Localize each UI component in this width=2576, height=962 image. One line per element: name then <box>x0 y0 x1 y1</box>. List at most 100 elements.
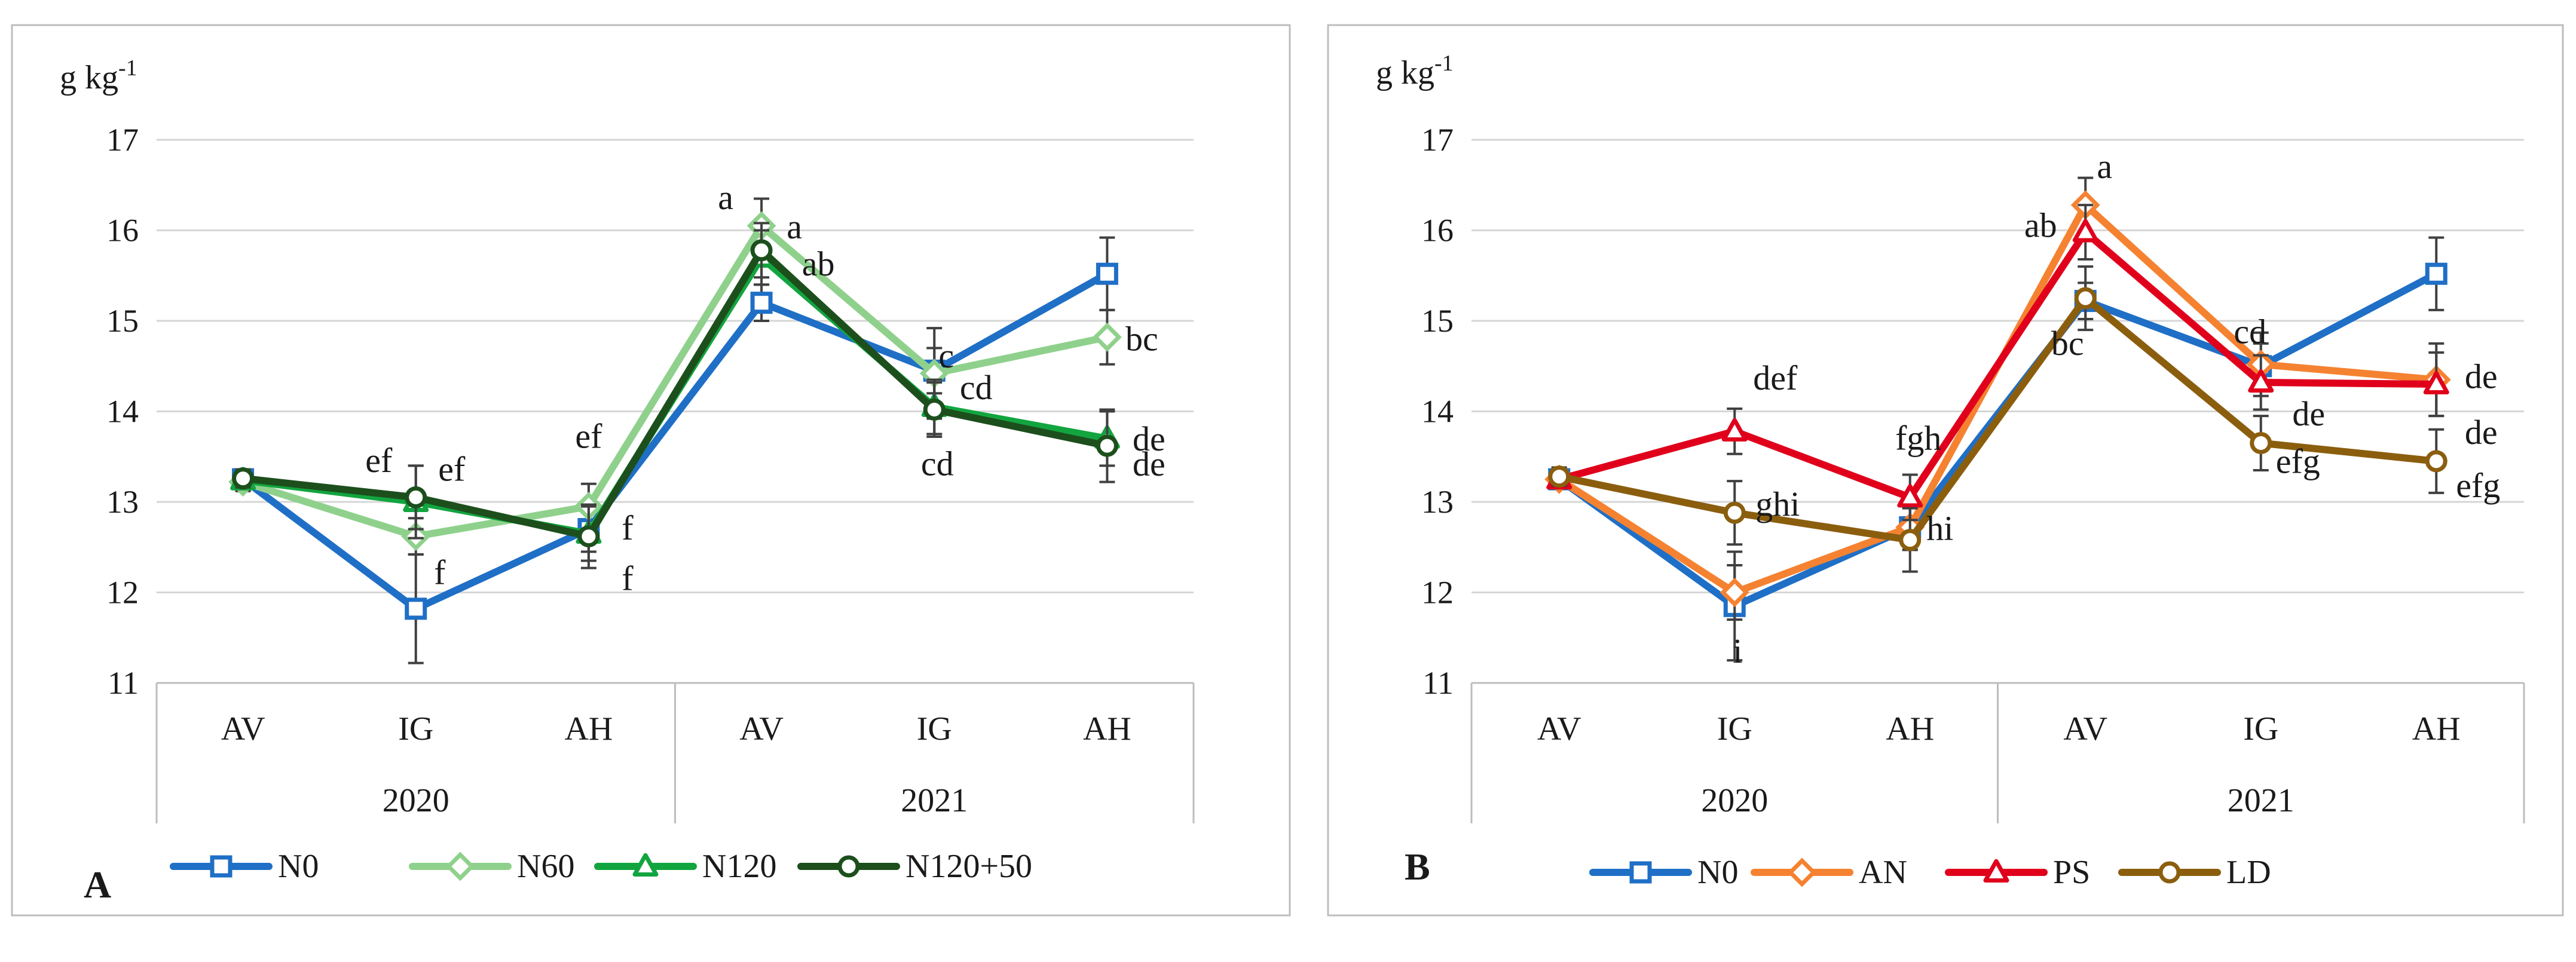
data-label: ghi <box>1755 485 1800 523</box>
y-tick-label: 14 <box>1421 394 1454 430</box>
data-label: ef <box>575 417 602 456</box>
x-tick-label: AH <box>564 710 613 747</box>
data-label: cd <box>2234 313 2266 351</box>
data-label: cd <box>921 444 954 483</box>
data-point <box>405 486 427 508</box>
data-point <box>2423 370 2449 395</box>
legend-item-n0: N0 <box>170 848 319 885</box>
y-tick-label: 17 <box>1421 122 1454 158</box>
data-label: f <box>622 559 634 598</box>
data-label: fgh <box>1895 418 1941 457</box>
y-tick-label: 11 <box>1422 665 1454 701</box>
data-point <box>1897 484 1923 508</box>
series-line <box>239 246 1111 540</box>
data-point <box>923 398 946 421</box>
y-tick-label: 14 <box>106 394 139 430</box>
x-tick-label: AV <box>739 710 784 747</box>
panel-border <box>1327 24 2564 917</box>
series-line <box>239 222 1111 540</box>
data-label: de <box>2465 413 2498 452</box>
data-point <box>1548 465 1571 488</box>
legend-swatch-marker <box>632 853 659 877</box>
legend-item-an: AN <box>1751 854 1907 891</box>
legend-label: N120+50 <box>905 848 1032 885</box>
y-tick-label: 12 <box>106 575 139 611</box>
x-group-label: 2021 <box>901 782 968 819</box>
series-ld <box>1548 265 2447 573</box>
legend-swatch-marker <box>1787 857 1817 887</box>
data-label: a <box>718 178 733 217</box>
x-tick-label: IG <box>1717 710 1752 747</box>
series-ps <box>1546 204 2449 522</box>
legend-swatch-marker <box>210 855 232 878</box>
legend-swatch-marker <box>837 855 860 878</box>
legend-item-n0: N0 <box>1589 854 1738 891</box>
data-point <box>2074 287 2097 310</box>
y-tick-label: 12 <box>1421 575 1454 611</box>
panel-letter: B <box>1405 845 1430 888</box>
x-tick-label: AH <box>2412 710 2461 747</box>
data-point <box>750 239 773 262</box>
x-tick-label: IG <box>2243 710 2278 747</box>
y-tick-label: 13 <box>106 484 139 520</box>
x-tick-label: IG <box>398 710 433 747</box>
data-point <box>405 598 427 620</box>
data-point <box>2248 369 2274 393</box>
panel-letter: A <box>84 863 111 906</box>
series-n60 <box>228 197 1122 556</box>
x-tick-label: AH <box>1083 710 1131 747</box>
data-label: bc <box>2051 324 2084 363</box>
data-point <box>2072 219 2098 243</box>
legend-label: N120 <box>702 848 776 885</box>
x-tick-label: IG <box>917 710 952 747</box>
data-point <box>1092 322 1122 352</box>
data-point <box>2425 262 2447 285</box>
legend-swatch-marker <box>2158 861 2181 884</box>
legend-label: N60 <box>517 848 574 885</box>
y-tick-label: 15 <box>106 303 139 339</box>
y-tick-label: 15 <box>1421 303 1454 339</box>
y-axis-label: g kg-1 <box>1376 51 1454 91</box>
y-tick-label: 16 <box>1421 213 1454 249</box>
data-point <box>2250 432 2272 455</box>
data-point <box>1721 418 1748 442</box>
x-tick-label: AV <box>1537 710 1581 747</box>
y-axis-label: g kg-1 <box>60 56 137 96</box>
legend-item-n60: N60 <box>409 848 574 885</box>
series-line <box>1555 228 2440 501</box>
data-label: def <box>1753 359 1798 397</box>
data-label: hi <box>1926 509 1953 548</box>
data-point <box>1096 434 1118 457</box>
legend-swatch-marker <box>1629 861 1652 884</box>
x-group-label: 2020 <box>383 782 449 819</box>
series-line <box>1555 295 2440 544</box>
x-tick-label: AV <box>2063 710 2107 747</box>
data-label: de <box>1133 419 1165 458</box>
legend-item-n120-50: N120+50 <box>797 848 1032 885</box>
y-tick-label: 13 <box>1421 484 1454 520</box>
data-point <box>2425 450 2447 473</box>
data-label: de <box>1133 445 1165 483</box>
data-label: de <box>2465 357 2498 396</box>
legend-label: LD <box>2226 854 2271 891</box>
data-point <box>577 525 600 548</box>
data-point <box>1096 262 1118 285</box>
legend-label: AN <box>1859 854 1907 891</box>
data-label: cd <box>960 368 993 407</box>
data-label: f <box>622 508 634 547</box>
data-label: efg <box>2456 466 2500 505</box>
legend-item-n120: N120 <box>594 848 776 885</box>
data-label: c <box>938 336 954 375</box>
series-n120-50 <box>232 222 1118 569</box>
data-label: de <box>2292 394 2325 433</box>
data-label: a <box>787 207 802 246</box>
data-label: efg <box>2276 442 2320 481</box>
x-tick-label: AH <box>1886 710 1934 747</box>
data-label: a <box>2097 147 2112 186</box>
data-point <box>750 292 773 314</box>
data-label: ab <box>802 244 835 283</box>
y-tick-label: 16 <box>106 213 139 249</box>
data-point <box>232 467 255 490</box>
data-label: ab <box>2024 206 2057 245</box>
legend-swatch-marker <box>1983 859 2009 883</box>
